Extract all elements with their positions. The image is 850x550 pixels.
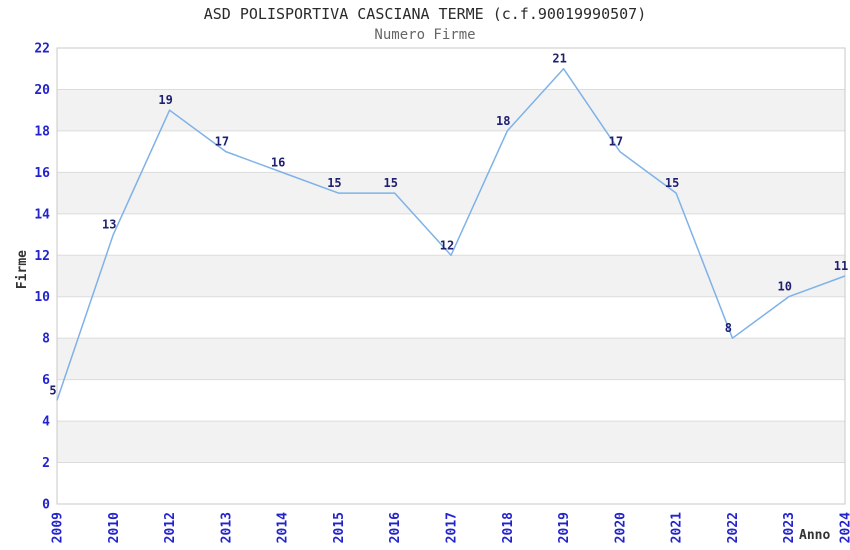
y-tick-label: 14 [34, 207, 50, 222]
y-tick-label: 4 [42, 415, 50, 430]
x-tick-label: 2015 [332, 512, 347, 543]
grid-band [57, 338, 845, 380]
y-tick-label: 16 [34, 166, 50, 181]
point-value-label: 15 [383, 176, 397, 190]
y-tick-label: 18 [34, 124, 50, 139]
point-value-label: 15 [327, 176, 341, 190]
point-value-label: 13 [102, 218, 116, 232]
x-tick-label: 2018 [501, 512, 516, 543]
y-tick-label: 22 [34, 42, 50, 57]
x-tick-label: 2017 [445, 512, 460, 543]
point-value-label: 16 [271, 155, 285, 169]
x-axis-label: Anno [799, 528, 831, 543]
point-value-label: 17 [609, 135, 623, 149]
point-value-label: 15 [665, 176, 679, 190]
y-tick-label: 2 [42, 456, 50, 471]
y-tick-label: 10 [34, 290, 50, 305]
grid-band [57, 172, 845, 214]
x-tick-label: 2020 [613, 512, 628, 543]
x-tick-label: 2016 [388, 512, 403, 543]
chart-subtitle: Numero Firme [374, 27, 476, 43]
grid-band [57, 255, 845, 297]
x-tick-label: 2019 [557, 512, 572, 543]
grid-band [57, 89, 845, 131]
point-value-label: 17 [215, 135, 229, 149]
point-value-label: 11 [834, 259, 848, 273]
point-value-label: 21 [552, 52, 566, 66]
y-tick-label: 12 [34, 249, 50, 264]
point-value-label: 8 [725, 321, 732, 335]
x-tick-label: 2010 [107, 512, 122, 543]
y-tick-label: 8 [42, 332, 50, 347]
x-tick-label: 2022 [726, 512, 741, 543]
y-tick-label: 0 [42, 498, 50, 513]
point-value-label: 5 [49, 383, 56, 397]
x-tick-label: 2021 [670, 512, 685, 543]
chart-title: ASD POLISPORTIVA CASCIANA TERME (c.f.900… [203, 5, 647, 23]
y-tick-label: 6 [42, 373, 50, 388]
data-line [56, 67, 846, 401]
grid-band [57, 421, 845, 463]
x-tick-label: 2014 [276, 512, 291, 543]
point-value-label: 19 [158, 93, 172, 107]
x-tick-label: 2013 [219, 512, 234, 543]
x-tick-label: 2009 [51, 512, 66, 543]
x-tick-label: 2024 [839, 512, 850, 543]
point-value-label: 12 [440, 238, 454, 252]
x-tick-label: 2012 [163, 512, 178, 543]
y-tick-label: 20 [34, 83, 50, 98]
point-value-label: 10 [777, 280, 791, 294]
x-tick-label: 2023 [782, 512, 797, 543]
point-value-label: 18 [496, 114, 510, 128]
